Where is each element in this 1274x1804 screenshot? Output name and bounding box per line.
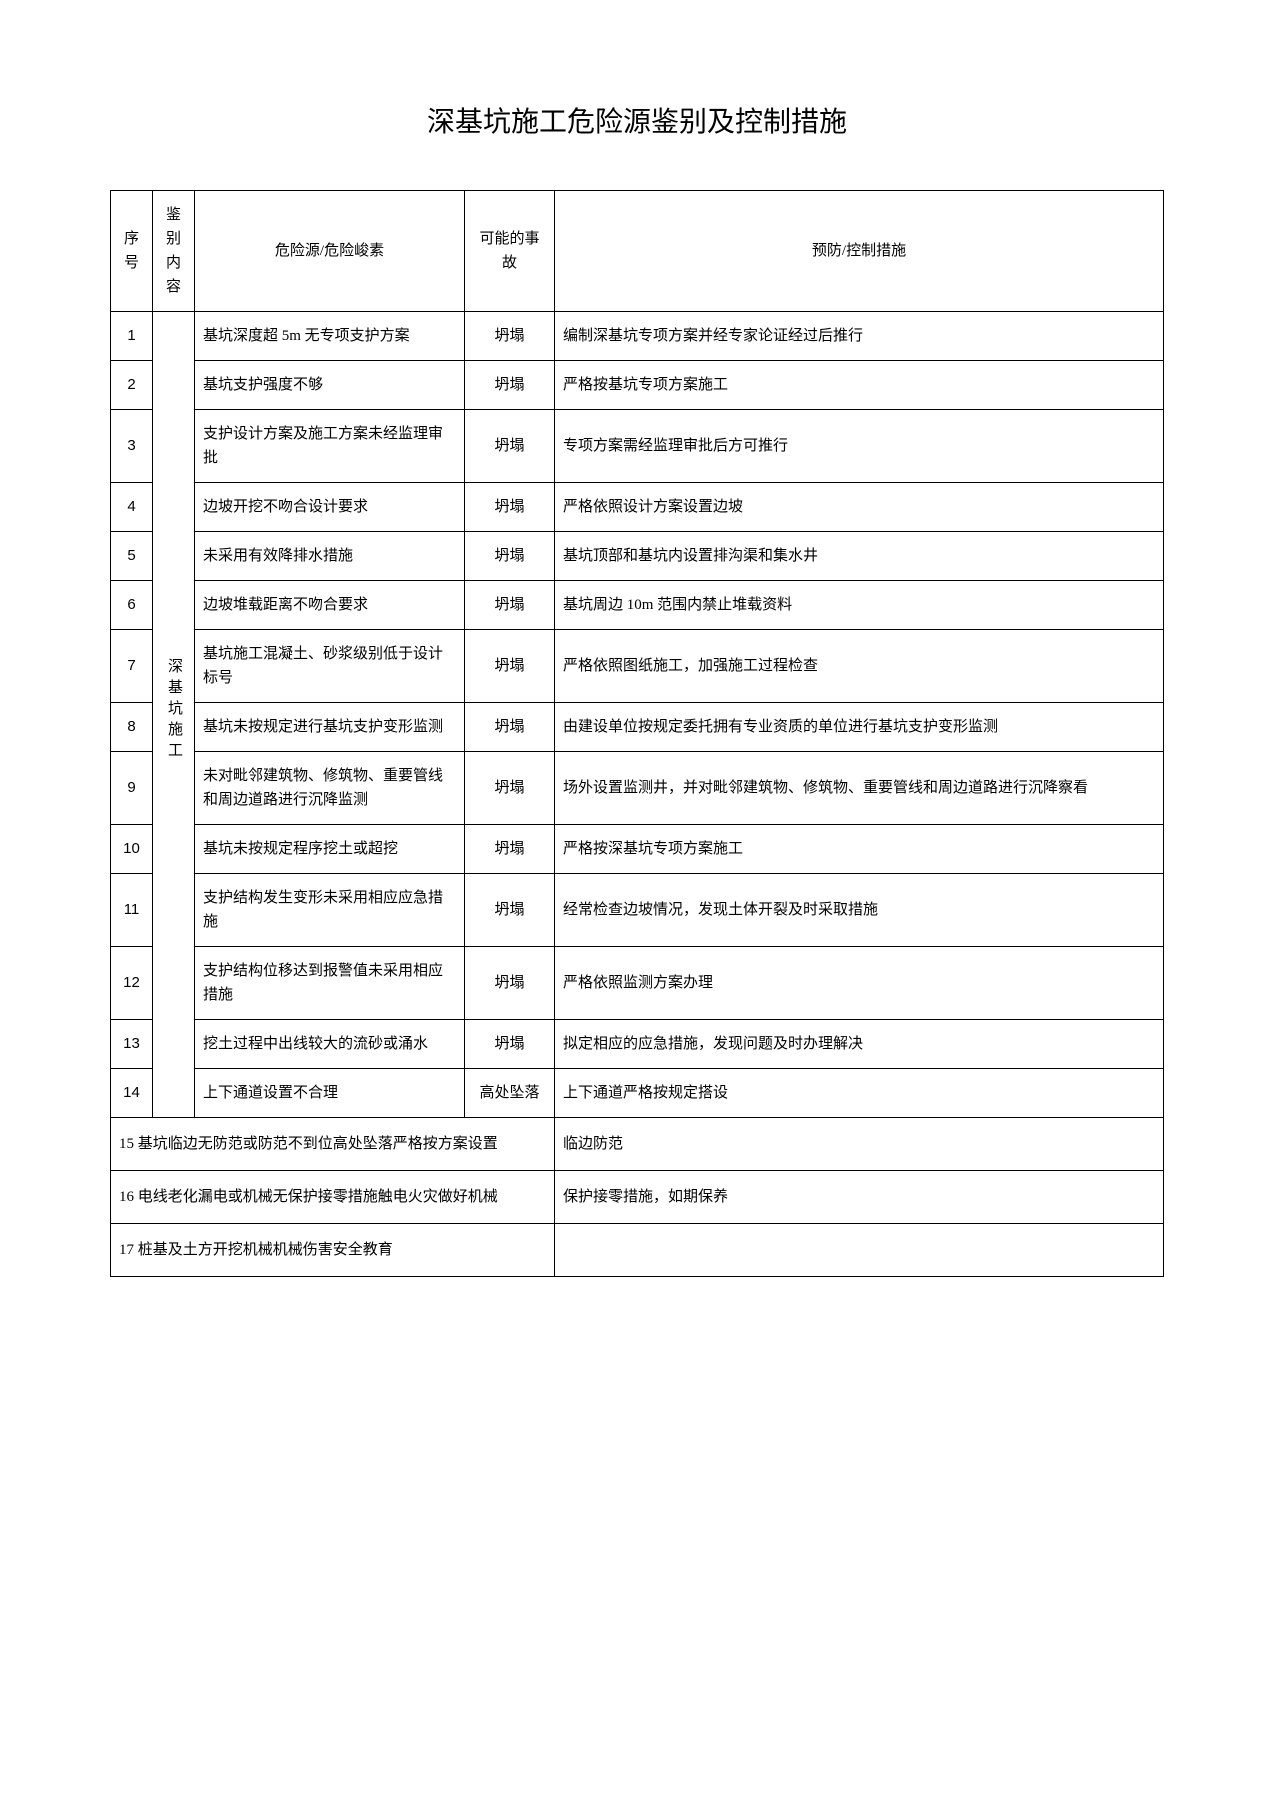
table-row: 4 边坡开挖不吻合设计要求坍塌严格依照设计方案设置边坡 — [111, 483, 1164, 532]
cell-hazard: 支护结构发生变形未采用相应应急措施 — [195, 874, 465, 947]
table-body: 1深基坑施工基坑深度超 5m 无专项支护方案坍塌编制深基坑专项方案并经专家论证经… — [111, 312, 1164, 1277]
cell-seq: 8 — [111, 703, 153, 752]
cell-measure: 严格按深基坑专项方案施工 — [555, 825, 1164, 874]
table-header-row: 序号 鉴别内容 危险源/危险峻素 可能的事故 预防/控制措施 — [111, 191, 1164, 312]
table-row: 8 基坑未按规定进行基坑支护变形监测坍塌由建设单位按规定委托拥有专业资质的单位进行… — [111, 703, 1164, 752]
category-label: 深基坑施工 — [161, 658, 186, 763]
cell-hazard: 未采用有效降排水措施 — [195, 532, 465, 581]
cell-seq: 3 — [111, 410, 153, 483]
spanning-cell-right — [555, 1224, 1164, 1277]
cell-seq: 2 — [111, 361, 153, 410]
header-hazard: 危险源/危险峻素 — [195, 191, 465, 312]
cell-seq: 11 — [111, 874, 153, 947]
cell-hazard: 基坑支护强度不够 — [195, 361, 465, 410]
cell-measure: 经常检查边坡情况，发现土体开裂及时采取措施 — [555, 874, 1164, 947]
spanning-cell-left: 16 电线老化漏电或机械无保护接零措施触电火灾做好机械 — [111, 1171, 555, 1224]
cell-hazard: 边坡开挖不吻合设计要求 — [195, 483, 465, 532]
cell-seq: 6 — [111, 581, 153, 630]
document-title: 深基坑施工危险源鉴别及控制措施 — [110, 100, 1164, 140]
cell-measure: 基坑顶部和基坑内设置排沟渠和集水井 — [555, 532, 1164, 581]
cell-hazard: 边坡堆载距离不吻合要求 — [195, 581, 465, 630]
header-accident: 可能的事故 — [465, 191, 555, 312]
spanning-cell-right: 保护接零措施，如期保养 — [555, 1171, 1164, 1224]
table-row: 5 未采用有效降排水措施坍塌基坑顶部和基坑内设置排沟渠和集水井 — [111, 532, 1164, 581]
cell-measure: 严格依照设计方案设置边坡 — [555, 483, 1164, 532]
spanning-cell-right: 临边防范 — [555, 1118, 1164, 1171]
cell-seq: 4 — [111, 483, 153, 532]
cell-accident: 坍塌 — [465, 630, 555, 703]
cell-measure: 由建设单位按规定委托拥有专业资质的单位进行基坑支护变形监测 — [555, 703, 1164, 752]
cell-measure: 严格依照监测方案办理 — [555, 947, 1164, 1020]
cell-hazard: 上下通道设置不合理 — [195, 1069, 465, 1118]
table-row: 3 支护设计方案及施工方案未经监理审批坍塌专项方案需经监理审批后方可推行 — [111, 410, 1164, 483]
cell-measure: 场外设置监测井，并对毗邻建筑物、修筑物、重要管线和周边道路进行沉降察看 — [555, 752, 1164, 825]
cell-measure: 基坑周边 10m 范围内禁止堆载资料 — [555, 581, 1164, 630]
cell-seq: 12 — [111, 947, 153, 1020]
cell-measure: 严格按基坑专项方案施工 — [555, 361, 1164, 410]
cell-measure: 拟定相应的应急措施，发现问题及时办理解决 — [555, 1020, 1164, 1069]
document-page: 深基坑施工危险源鉴别及控制措施 序号 鉴别内容 危险源/危险峻素 可能的事故 预… — [0, 0, 1274, 1477]
cell-seq: 7 — [111, 630, 153, 703]
table-spanning-row: 15 基坑临边无防范或防范不到位高处坠落严格按方案设置临边防范 — [111, 1118, 1164, 1171]
spanning-cell-left: 15 基坑临边无防范或防范不到位高处坠落严格按方案设置 — [111, 1118, 555, 1171]
cell-hazard: 未对毗邻建筑物、修筑物、重要管线和周边道路进行沉降监测 — [195, 752, 465, 825]
cell-accident: 坍塌 — [465, 703, 555, 752]
table-spanning-row: 16 电线老化漏电或机械无保护接零措施触电火灾做好机械保护接零措施，如期保养 — [111, 1171, 1164, 1224]
cell-accident: 坍塌 — [465, 581, 555, 630]
cell-hazard: 基坑未按规定进行基坑支护变形监测 — [195, 703, 465, 752]
table-row: 9 未对毗邻建筑物、修筑物、重要管线和周边道路进行沉降监测坍塌场外设置监测井，并对… — [111, 752, 1164, 825]
cell-accident: 坍塌 — [465, 874, 555, 947]
cell-seq: 9 — [111, 752, 153, 825]
table-spanning-row: 17 桩基及土方开挖机械机械伤害安全教育 — [111, 1224, 1164, 1277]
table-row: 10 基坑未按规定程序挖土或超挖坍塌严格按深基坑专项方案施工 — [111, 825, 1164, 874]
cell-hazard: 基坑未按规定程序挖土或超挖 — [195, 825, 465, 874]
table-row: 6 边坡堆载距离不吻合要求坍塌基坑周边 10m 范围内禁止堆载资料 — [111, 581, 1164, 630]
table-row: 14 上下通道设置不合理高处坠落上下通道严格按规定搭设 — [111, 1069, 1164, 1118]
cell-measure: 专项方案需经监理审批后方可推行 — [555, 410, 1164, 483]
cell-accident: 坍塌 — [465, 483, 555, 532]
cell-hazard: 基坑深度超 5m 无专项支护方案 — [195, 312, 465, 361]
cell-seq: 13 — [111, 1020, 153, 1069]
cell-hazard: 支护结构位移达到报警值未采用相应措施 — [195, 947, 465, 1020]
cell-accident: 坍塌 — [465, 947, 555, 1020]
cell-accident: 坍塌 — [465, 532, 555, 581]
hazard-table: 序号 鉴别内容 危险源/危险峻素 可能的事故 预防/控制措施 1深基坑施工基坑深… — [110, 190, 1164, 1277]
cell-accident: 坍塌 — [465, 825, 555, 874]
cell-hazard: 基坑施工混凝土、砂浆级别低于设计标号 — [195, 630, 465, 703]
header-measure: 预防/控制措施 — [555, 191, 1164, 312]
table-row: 13 挖土过程中出线较大的流砂或涌水坍塌拟定相应的应急措施，发现问题及时办理解决 — [111, 1020, 1164, 1069]
cell-accident: 高处坠落 — [465, 1069, 555, 1118]
table-row: 1深基坑施工基坑深度超 5m 无专项支护方案坍塌编制深基坑专项方案并经专家论证经… — [111, 312, 1164, 361]
header-category: 鉴别内容 — [153, 191, 195, 312]
table-row: 12 支护结构位移达到报警值未采用相应措施坍塌严格依照监测方案办理 — [111, 947, 1164, 1020]
cell-seq: 5 — [111, 532, 153, 581]
cell-seq: 14 — [111, 1069, 153, 1118]
cell-accident: 坍塌 — [465, 1020, 555, 1069]
cell-accident: 坍塌 — [465, 361, 555, 410]
table-row: 11 支护结构发生变形未采用相应应急措施坍塌经常检查边坡情况，发现土体开裂及时采取… — [111, 874, 1164, 947]
table-row: 2 基坑支护强度不够坍塌严格按基坑专项方案施工 — [111, 361, 1164, 410]
cell-measure: 上下通道严格按规定搭设 — [555, 1069, 1164, 1118]
header-seq: 序号 — [111, 191, 153, 312]
cell-hazard: 挖土过程中出线较大的流砂或涌水 — [195, 1020, 465, 1069]
cell-seq: 10 — [111, 825, 153, 874]
cell-accident: 坍塌 — [465, 410, 555, 483]
cell-seq: 1 — [111, 312, 153, 361]
spanning-cell-left: 17 桩基及土方开挖机械机械伤害安全教育 — [111, 1224, 555, 1277]
cell-accident: 坍塌 — [465, 752, 555, 825]
cell-hazard: 支护设计方案及施工方案未经监理审批 — [195, 410, 465, 483]
cell-measure: 编制深基坑专项方案并经专家论证经过后推行 — [555, 312, 1164, 361]
cell-measure: 严格依照图纸施工，加强施工过程检查 — [555, 630, 1164, 703]
cell-category: 深基坑施工 — [153, 312, 195, 1118]
cell-accident: 坍塌 — [465, 312, 555, 361]
table-row: 7 基坑施工混凝土、砂浆级别低于设计标号坍塌严格依照图纸施工，加强施工过程检查 — [111, 630, 1164, 703]
